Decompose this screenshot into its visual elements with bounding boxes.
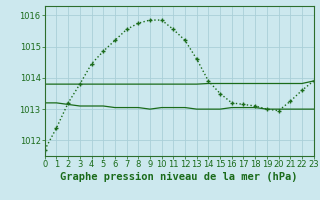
X-axis label: Graphe pression niveau de la mer (hPa): Graphe pression niveau de la mer (hPa) [60,172,298,182]
